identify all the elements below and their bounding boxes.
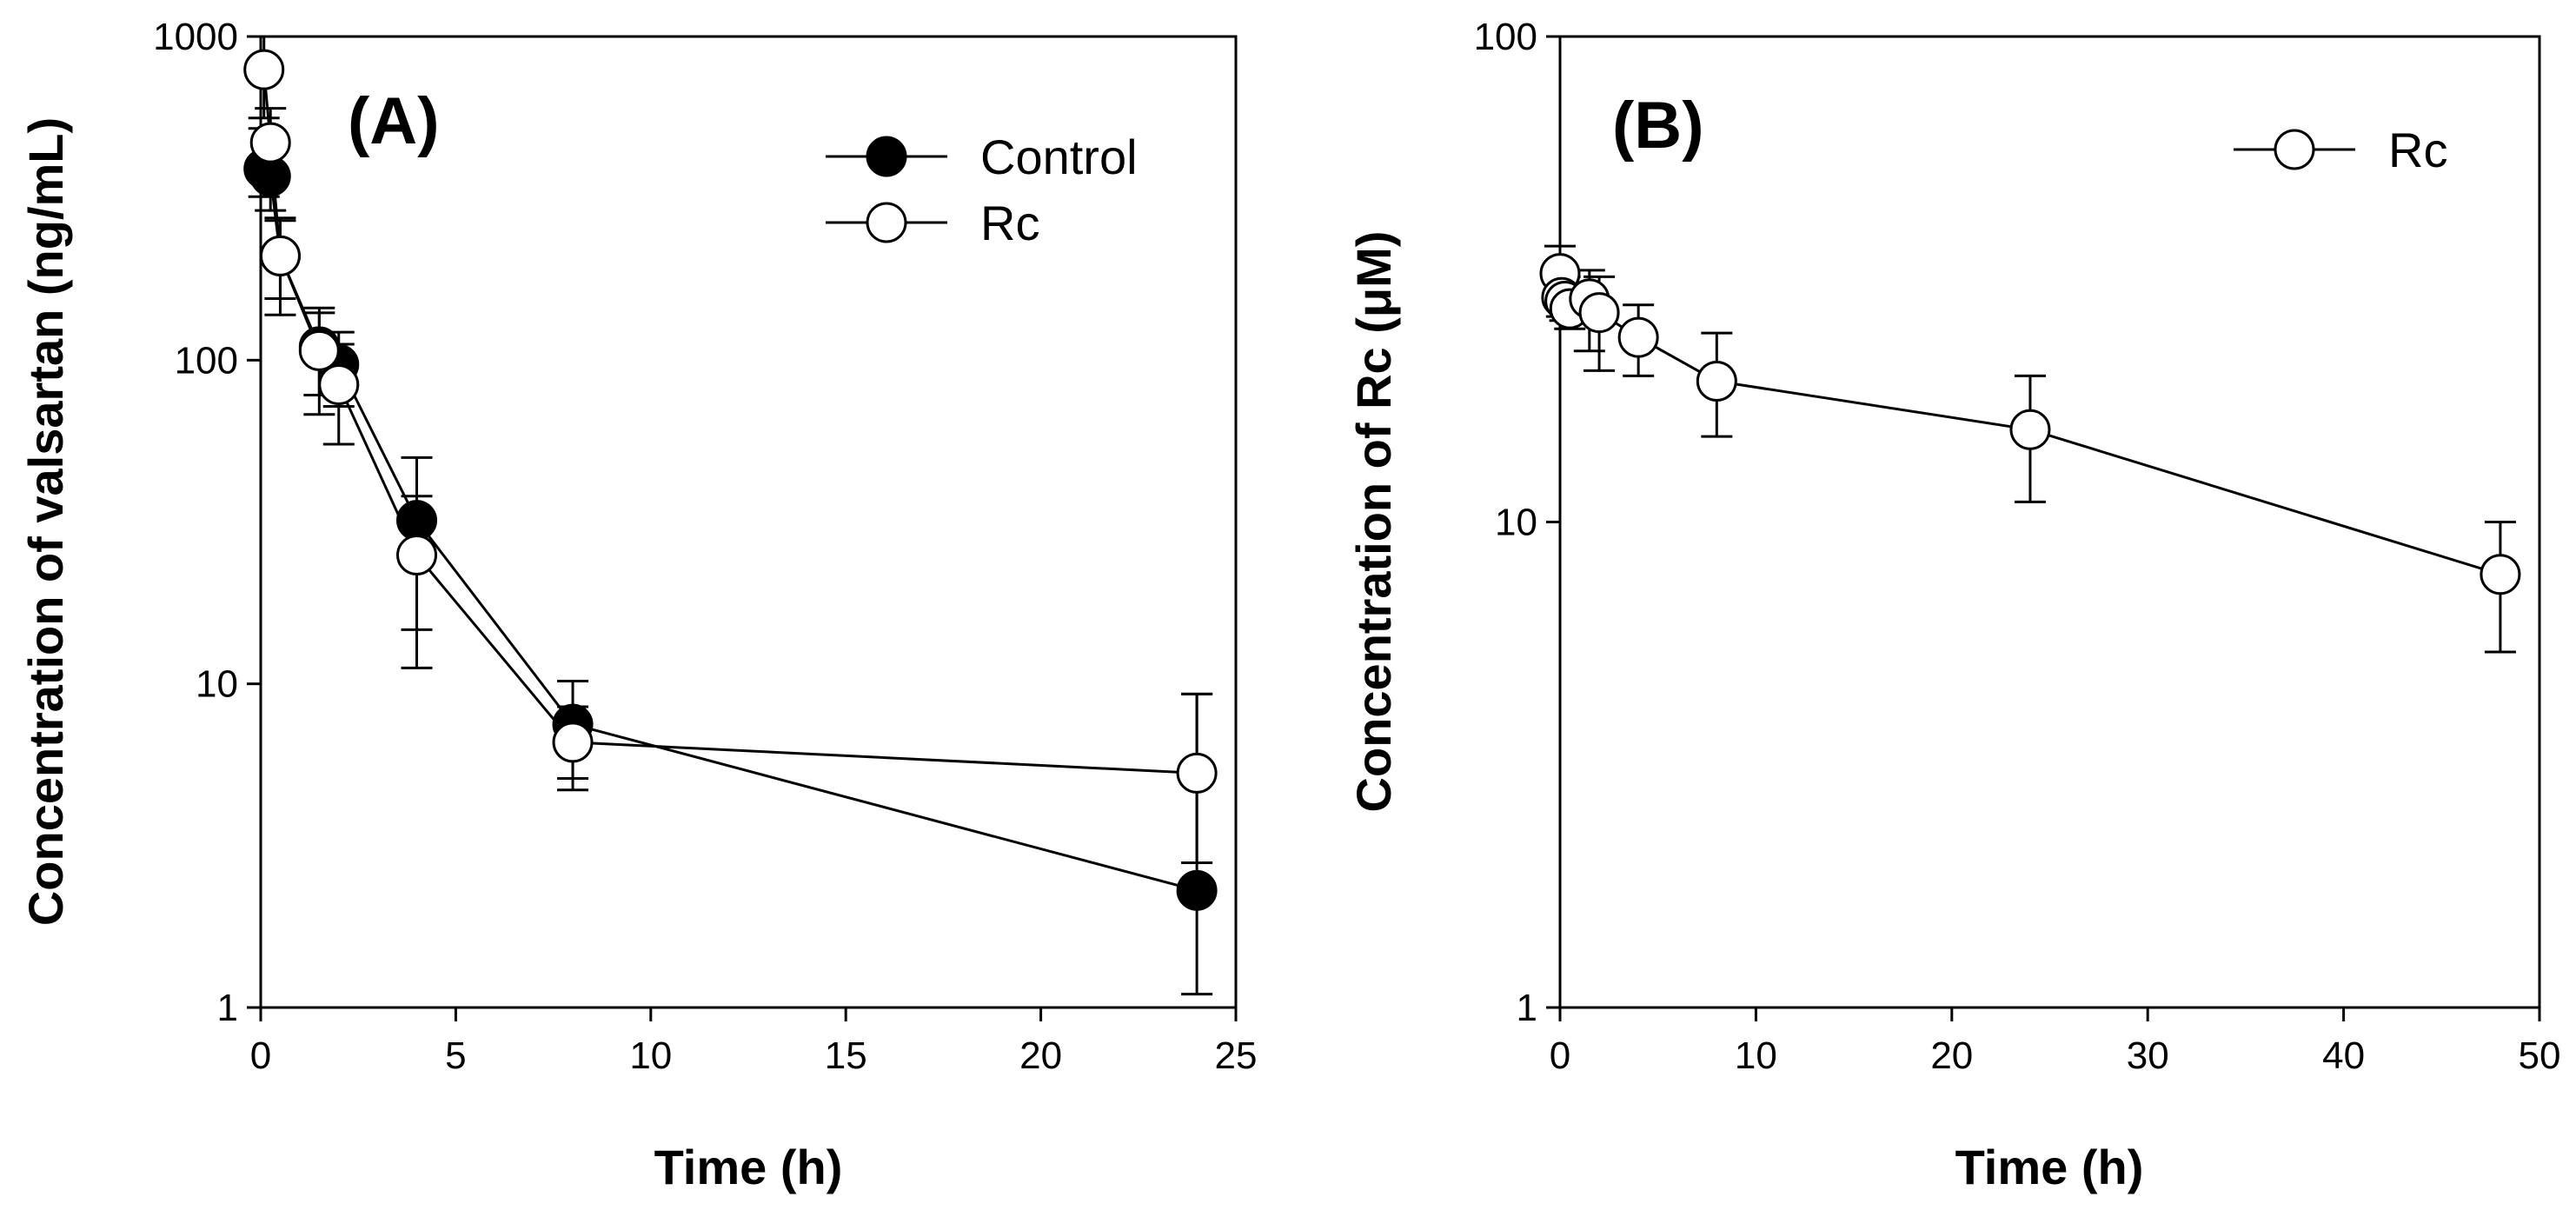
panel-a-x-ticks: 0 5 10 15 20 25 — [250, 1008, 1258, 1077]
legend-b-rc-label: Rc — [2388, 123, 2447, 177]
x-tick-label: 0 — [1550, 1034, 1570, 1077]
x-tick-label: 10 — [629, 1034, 672, 1077]
x-tick-label: 15 — [825, 1034, 867, 1077]
x-tick-label: 30 — [2127, 1034, 2169, 1077]
x-tick-label: 20 — [1019, 1034, 1062, 1077]
panel-a-y-ticks: 1 10 100 1000 — [153, 16, 261, 1029]
legend-rc-marker — [866, 202, 907, 243]
panel-b-series — [1539, 244, 2521, 654]
panel-b-chart: 0 10 20 30 40 50 1 10 100 (B) Time (h) Concentr… — [1346, 16, 2560, 1194]
data-point-rc — [298, 329, 340, 371]
x-tick-label: 50 — [2519, 1034, 2561, 1077]
panel-a-legend: Control Rc — [826, 130, 1138, 250]
data-point-control — [396, 500, 438, 542]
panel-b-y-axis-title: Concentration of Rc (μM) — [1346, 231, 1401, 813]
x-tick-label: 10 — [1735, 1034, 1777, 1077]
panel-a-chart: 0 5 10 15 20 25 1 10 100 1000 (A) Time (h) Conce… — [18, 16, 1257, 1194]
panel-b-legend: Rc — [2234, 123, 2447, 177]
legend-b-rc-marker — [2274, 129, 2315, 170]
y-tick-label: 10 — [1495, 502, 1537, 544]
y-tick-label: 10 — [196, 663, 238, 706]
legend-rc-label: Rc — [980, 196, 1039, 250]
x-tick-label: 40 — [2322, 1034, 2365, 1077]
data-point-rc — [2009, 409, 2051, 450]
y-tick-label: 1 — [217, 987, 238, 1029]
panel-a-label: (A) — [348, 84, 440, 158]
data-point-rc — [249, 122, 291, 163]
x-tick-label: 25 — [1215, 1034, 1258, 1077]
data-point-rc — [2480, 554, 2521, 595]
data-point-rc — [1696, 361, 1737, 402]
panel-a-series — [243, 35, 1218, 996]
y-tick-label: 100 — [1474, 16, 1537, 58]
x-tick-label: 5 — [445, 1034, 466, 1077]
data-point-rc — [1578, 292, 1620, 334]
data-point-rc — [318, 364, 360, 406]
y-tick-label: 100 — [175, 339, 238, 382]
y-tick-label: 1 — [1517, 987, 1537, 1029]
x-tick-label: 20 — [1930, 1034, 1973, 1077]
panel-a-y-axis-title: Concentration of valsartan (ng/mL) — [18, 117, 73, 926]
panel-b-x-axis-title: Time (h) — [1955, 1140, 2144, 1194]
panel-b-label: (B) — [1612, 89, 1704, 163]
panel-a-plot-frame — [259, 35, 1238, 1009]
panel-b-plot-frame — [1558, 35, 2541, 1009]
data-point-rc — [259, 235, 301, 276]
data-point-rc — [1617, 316, 1659, 358]
panel-a-x-axis-title: Time (h) — [654, 1140, 843, 1194]
x-tick-label: 0 — [250, 1034, 271, 1077]
data-point-control — [1176, 869, 1218, 911]
legend-control-label: Control — [980, 130, 1138, 184]
data-point-rc — [1176, 752, 1218, 794]
panel-b-y-ticks: 1 10 100 — [1474, 16, 1560, 1029]
data-point-rc — [243, 49, 285, 90]
data-point-rc — [552, 722, 594, 763]
panel-b-x-ticks: 0 10 20 30 40 50 — [1550, 1008, 2561, 1077]
legend-control-marker — [866, 136, 907, 177]
y-tick-label: 1000 — [153, 16, 238, 58]
data-point-rc — [396, 535, 438, 576]
